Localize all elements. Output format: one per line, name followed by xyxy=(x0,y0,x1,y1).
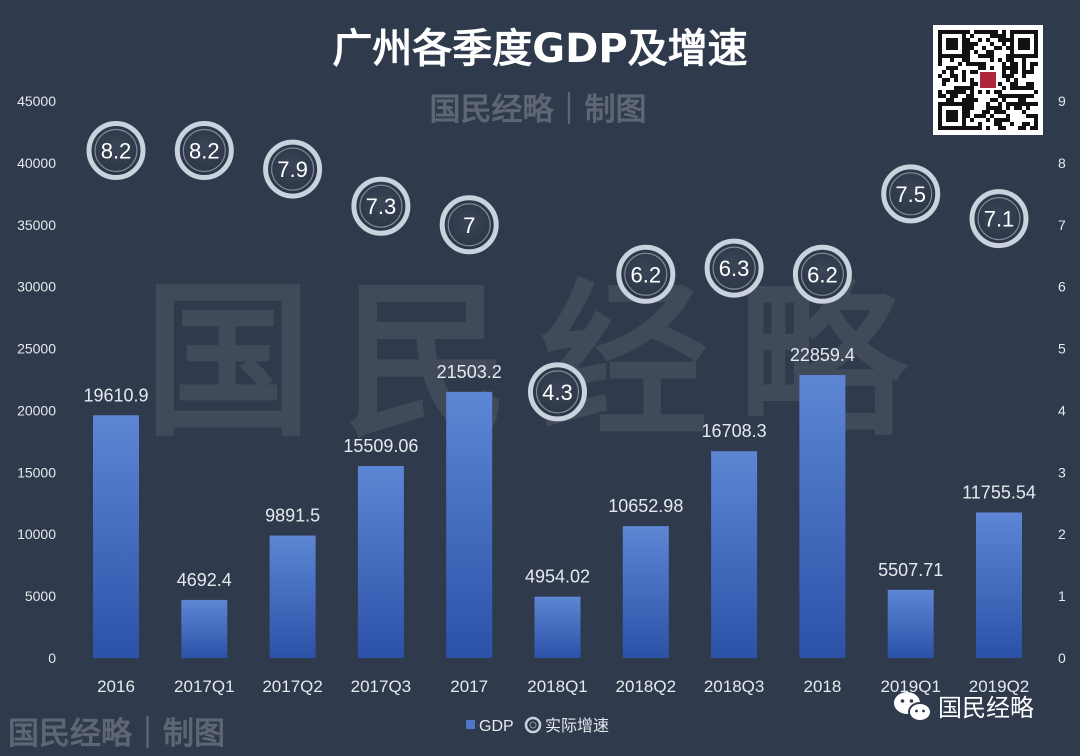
gdp-bar xyxy=(446,391,493,658)
gdp-bar-label: 9891.5 xyxy=(265,506,320,526)
center-watermark: 国民经略 xyxy=(144,262,936,460)
chart-title: 广州各季度GDP及增速 xyxy=(332,26,747,72)
gdp-bar-label: 4692.4 xyxy=(177,570,232,590)
gdp-bar-label: 15509.06 xyxy=(343,436,418,456)
gdp-bar xyxy=(622,526,669,658)
gdp-bar xyxy=(887,589,934,658)
bottom-watermark: 国民经略｜制图 xyxy=(8,716,225,752)
left-tick-label: 40000 xyxy=(17,155,56,171)
category-label: 2018Q3 xyxy=(704,677,765,696)
left-axis: 0 5000 10000 15000 20000 25000 30000 35000 40000… xyxy=(17,93,56,666)
rate-label: 7.3 xyxy=(366,194,397,219)
legend-gdp-label: GDP xyxy=(479,718,514,735)
brand-name: 国民经略 xyxy=(938,694,1034,722)
left-tick-label: 35000 xyxy=(17,217,56,233)
category-axis: 2016 2017Q1 2017Q2 2017Q3 2017 2018Q1 2018Q2 20… xyxy=(97,677,1029,696)
left-tick-label: 20000 xyxy=(17,402,56,418)
gdp-bar-label: 4954.02 xyxy=(525,567,590,587)
right-tick-label: 6 xyxy=(1058,279,1066,295)
brand: 国民经略 xyxy=(894,692,1034,722)
rate-label: 7.1 xyxy=(984,207,1015,232)
gdp-bar xyxy=(269,535,316,658)
gdp-bar-label: 5507.71 xyxy=(878,560,943,580)
rate-label: 4.3 xyxy=(542,380,573,405)
category-label: 2019Q1 xyxy=(880,677,941,696)
gdp-bar xyxy=(357,466,404,658)
rate-label: 7.5 xyxy=(895,182,926,207)
left-tick-label: 30000 xyxy=(17,279,56,295)
gdp-bar-label: 22859.4 xyxy=(790,345,855,365)
category-label: 2017Q1 xyxy=(174,677,235,696)
right-tick-label: 0 xyxy=(1058,650,1066,666)
left-tick-label: 10000 xyxy=(17,526,56,542)
category-label: 2018 xyxy=(803,677,841,696)
rate-label: 6.3 xyxy=(719,256,750,281)
gdp-bar xyxy=(93,415,139,658)
gdp-bar-label: 11755.54 xyxy=(962,482,1036,502)
left-tick-label: 45000 xyxy=(17,93,56,109)
category-label: 2018Q2 xyxy=(616,677,677,696)
right-tick-label: 1 xyxy=(1058,588,1066,604)
legend-rate-swatch xyxy=(524,716,542,734)
category-label: 2017Q3 xyxy=(351,677,412,696)
rate-marker: 7.5 xyxy=(881,164,941,224)
category-label: 2017 xyxy=(450,677,488,696)
rate-marker: 8.2 xyxy=(86,121,146,181)
gdp-bar-label: 16708.3 xyxy=(702,421,767,441)
category-label: 2016 xyxy=(97,677,135,696)
legend-rate-swatch-inner xyxy=(529,721,537,729)
right-tick-label: 8 xyxy=(1058,155,1066,171)
gdp-bar xyxy=(976,512,1022,658)
rate-marker: 4.3 xyxy=(528,362,587,422)
top-watermark: 国民经略｜制图 xyxy=(430,92,647,128)
rate-marker: 6.3 xyxy=(704,238,764,298)
right-tick-label: 4 xyxy=(1058,402,1066,418)
rate-marker: 6.2 xyxy=(792,244,852,304)
left-tick-label: 5000 xyxy=(25,588,56,604)
rate-label: 6.2 xyxy=(631,262,662,287)
right-tick-label: 3 xyxy=(1058,464,1066,480)
right-axis: 0 1 2 3 4 5 6 7 8 9 xyxy=(1058,93,1066,666)
bar-series xyxy=(93,375,1022,658)
right-tick-label: 2 xyxy=(1058,526,1066,542)
legend-rate-label: 实际增速 xyxy=(545,717,609,735)
rate-marker: 7.9 xyxy=(263,139,323,199)
legend: GDP 实际增速 xyxy=(466,716,609,735)
gdp-bar xyxy=(181,599,228,658)
legend-gdp-swatch xyxy=(466,720,475,729)
left-tick-label: 0 xyxy=(48,650,56,666)
gdp-bar xyxy=(711,451,758,658)
rate-marker: 8.2 xyxy=(174,121,234,181)
rate-marker: 7 xyxy=(439,195,499,255)
gdp-bar xyxy=(534,596,581,658)
category-label: 2019Q2 xyxy=(969,677,1030,696)
left-tick-label: 15000 xyxy=(17,464,56,480)
wechat-icon xyxy=(894,692,932,722)
category-label: 2017Q2 xyxy=(262,677,323,696)
rate-series: 8.2 8.2 7.9 7.3 7 4.3 6.2 6.3 6.2 7.5 7.1 xyxy=(86,121,1029,422)
gdp-bar-label: 21503.2 xyxy=(437,362,502,382)
gdp-bar-label: 10652.98 xyxy=(608,496,683,516)
rate-label: 8.2 xyxy=(189,139,220,164)
rate-marker: 7.1 xyxy=(969,189,1029,249)
qr-code-icon xyxy=(933,25,1043,135)
rate-label: 7.9 xyxy=(277,157,308,182)
right-tick-label: 7 xyxy=(1058,217,1066,233)
gdp-bar xyxy=(799,375,846,658)
category-label: 2018Q1 xyxy=(527,677,588,696)
rate-label: 8.2 xyxy=(101,139,132,164)
gdp-bar-label: 19610.9 xyxy=(83,385,148,405)
rate-label: 6.2 xyxy=(807,262,838,287)
left-tick-label: 25000 xyxy=(17,341,56,357)
rate-label: 7 xyxy=(463,213,475,238)
bar-labels: 19610.9 4692.4 9891.5 15509.06 21503.2 4954.0… xyxy=(83,345,1035,590)
rate-marker: 7.3 xyxy=(351,176,411,236)
right-tick-label: 9 xyxy=(1058,93,1066,109)
right-tick-label: 5 xyxy=(1058,341,1066,357)
rate-marker: 6.2 xyxy=(616,244,676,304)
